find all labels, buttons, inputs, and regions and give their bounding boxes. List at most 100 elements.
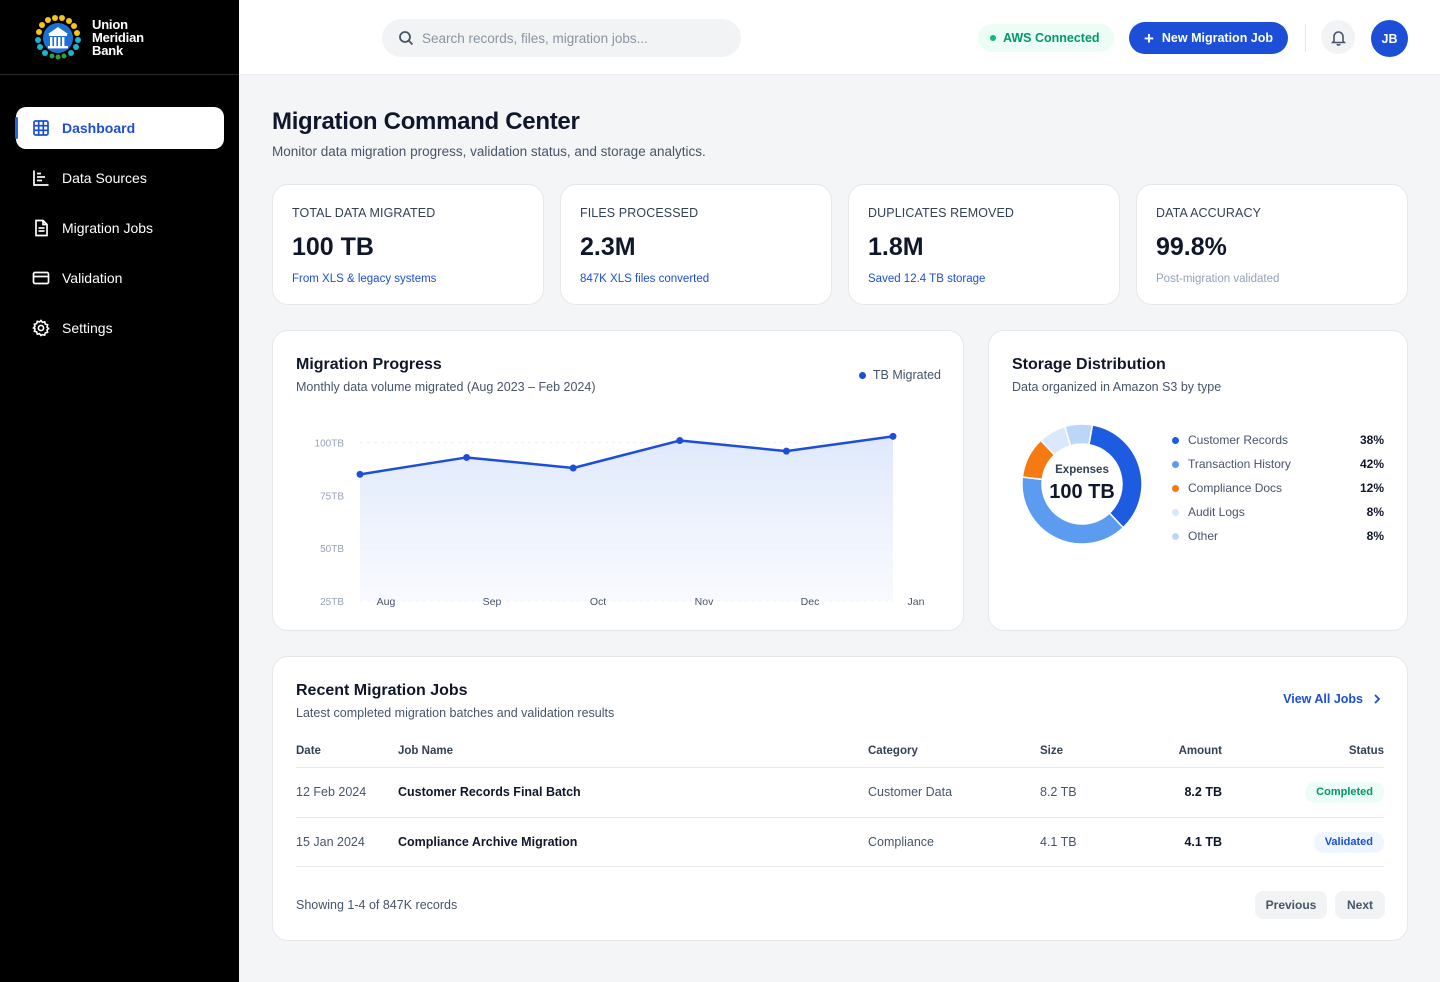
legend-pct: 12% — [1359, 481, 1384, 495]
cell-size: 8.2 TB — [1040, 785, 1077, 799]
legend-name: Compliance Docs — [1188, 481, 1283, 495]
legend-pct: 8% — [1366, 529, 1384, 543]
sidebar-item-validation[interactable]: Validation — [16, 257, 224, 299]
plus-icon: + — [1143, 28, 1154, 48]
gear-icon — [32, 319, 50, 337]
data-point — [782, 447, 790, 455]
previous-page-button[interactable]: Previous — [1255, 891, 1327, 919]
page-title: Migration Command Center — [272, 108, 580, 135]
stat-card-files-processed: FILES PROCESSED 2.3M 847K XLS files conv… — [560, 184, 832, 305]
column-header-amount[interactable]: Amount — [1178, 745, 1222, 757]
donut-center-label: Expenses — [1055, 464, 1109, 476]
legend-dot-icon — [1172, 436, 1179, 444]
stat-label: DATA ACCURACY — [1156, 206, 1262, 220]
x-tick-label: Oct — [590, 596, 606, 608]
stat-label: DUPLICATES REMOVED — [868, 206, 1015, 220]
status-dot-icon — [990, 35, 996, 41]
cell-date: 12 Feb 2024 — [296, 785, 367, 799]
status-badge: Validated — [1313, 832, 1384, 853]
legend-row-compliance-docs: Compliance Docs 12% — [1172, 476, 1384, 500]
next-page-button[interactable]: Next — [1335, 891, 1385, 919]
view-all-label: View All Jobs — [1283, 692, 1363, 706]
legend-row-audit-logs: Audit Logs 8% — [1172, 500, 1384, 524]
search-icon — [399, 31, 414, 46]
donut-chart — [1021, 423, 1143, 545]
search-input[interactable] — [422, 30, 722, 46]
legend-name: Customer Records — [1188, 433, 1289, 447]
legend-dot-icon — [1172, 508, 1179, 516]
legend-row-transaction-history: Transaction History 42% — [1172, 452, 1384, 476]
stat-value: 1.8M — [868, 233, 924, 261]
legend-label: TB Migrated — [872, 368, 941, 382]
x-tick-label: Sep — [483, 596, 502, 608]
storage-legend: Customer Records 38% Transaction History… — [1172, 428, 1384, 548]
user-avatar[interactable]: JB — [1371, 20, 1408, 57]
sidebar-item-label: Migration Jobs — [62, 220, 154, 236]
credit-card-icon — [32, 269, 50, 287]
table-divider — [296, 767, 1384, 768]
new-migration-job-label: New Migration Job — [1161, 31, 1274, 45]
legend-dot-icon — [858, 371, 866, 379]
migration-progress-card: 100TB 75TB 50TB 25TB Aug Sep Oct Nov Dec Jan Migr… — [272, 330, 964, 631]
legend-dot-icon — [1172, 460, 1179, 468]
new-migration-job-button[interactable]: + New Migration Job — [1129, 22, 1288, 54]
sidebar-item-label: Validation — [62, 270, 123, 286]
aws-status-badge: AWS Connected — [978, 24, 1114, 52]
stat-label: TOTAL DATA MIGRATED — [292, 206, 436, 220]
sidebar-item-settings[interactable]: Settings — [16, 307, 224, 349]
cell-category: Compliance — [868, 835, 935, 849]
notifications-button[interactable] — [1321, 20, 1355, 54]
cell-job-name: Compliance Archive Migration — [398, 835, 578, 849]
area-fill — [360, 436, 893, 601]
cell-size: 4.1 TB — [1040, 835, 1077, 849]
data-point — [463, 453, 471, 461]
legend-pct: 38% — [1359, 433, 1384, 447]
cell-job-name: Customer Records Final Batch — [398, 785, 581, 799]
stat-value: 2.3M — [580, 233, 636, 261]
brand-name: Union Meridian Bank — [92, 16, 144, 58]
data-point — [889, 432, 897, 440]
stat-note: From XLS & legacy systems — [292, 273, 437, 285]
aws-status-label: AWS Connected — [1003, 31, 1100, 45]
donut-center-value: 100 TB — [1049, 481, 1115, 503]
legend-row-other: Other 8% — [1172, 524, 1384, 548]
status-badge: Completed — [1305, 782, 1384, 803]
stat-card-total-data: TOTAL DATA MIGRATED 100 TB From XLS & le… — [272, 184, 544, 305]
stat-label: FILES PROCESSED — [580, 206, 699, 220]
sidebar-item-label: Dashboard — [62, 120, 136, 136]
legend-name: Other — [1188, 529, 1219, 543]
series-line — [359, 435, 894, 476]
header-divider — [1305, 24, 1306, 52]
migration-progress-chart: 100TB 75TB 50TB 25TB Aug Sep Oct Nov Dec Jan — [315, 432, 925, 608]
bell-icon — [1330, 30, 1346, 46]
sidebar: Union Meridian Bank Dashboard Data Sourc… — [0, 0, 239, 982]
legend-name: Transaction History — [1188, 457, 1291, 471]
column-header-status[interactable]: Status — [1348, 745, 1384, 757]
stat-value: 99.8% — [1156, 233, 1227, 261]
view-all-jobs-link[interactable]: View All Jobs — [1283, 692, 1383, 706]
chart-legend: TB Migrated — [858, 368, 941, 382]
sidebar-item-dashboard[interactable]: Dashboard — [15, 107, 224, 149]
stat-note: Saved 12.4 TB storage — [868, 273, 986, 285]
sidebar-item-migration-jobs[interactable]: Migration Jobs — [16, 207, 224, 249]
top-header: AWS Connected + New Migration Job JB — [239, 0, 1440, 75]
stat-card-duplicates-removed: DUPLICATES REMOVED 1.8M Saved 12.4 TB st… — [848, 184, 1120, 305]
column-header-category[interactable]: Category — [868, 745, 918, 757]
search-bar[interactable] — [382, 19, 741, 57]
column-header-job-name[interactable]: Job Name — [398, 745, 453, 757]
cell-amount: 4.1 TB — [1184, 835, 1222, 849]
column-header-date[interactable]: Date — [296, 745, 321, 757]
x-tick-label: Aug — [377, 596, 396, 608]
legend-dot-icon — [1172, 484, 1179, 492]
pagination-summary: Showing 1-4 of 847K records — [296, 898, 458, 912]
recent-jobs-card: Recent Migration Jobs Latest completed m… — [272, 656, 1408, 941]
jobs-subtitle: Latest completed migration batches and v… — [296, 706, 615, 720]
cell-amount: 8.2 TB — [1184, 785, 1222, 799]
x-tick-label: Jan — [908, 596, 925, 608]
cell-category: Customer Data — [868, 785, 953, 799]
stat-note: 847K XLS files converted — [580, 273, 710, 285]
column-header-size[interactable]: Size — [1040, 745, 1064, 757]
bar-chart-icon — [32, 169, 50, 187]
sidebar-item-data-sources[interactable]: Data Sources — [16, 157, 224, 199]
brand[interactable]: Union Meridian Bank — [0, 0, 239, 75]
